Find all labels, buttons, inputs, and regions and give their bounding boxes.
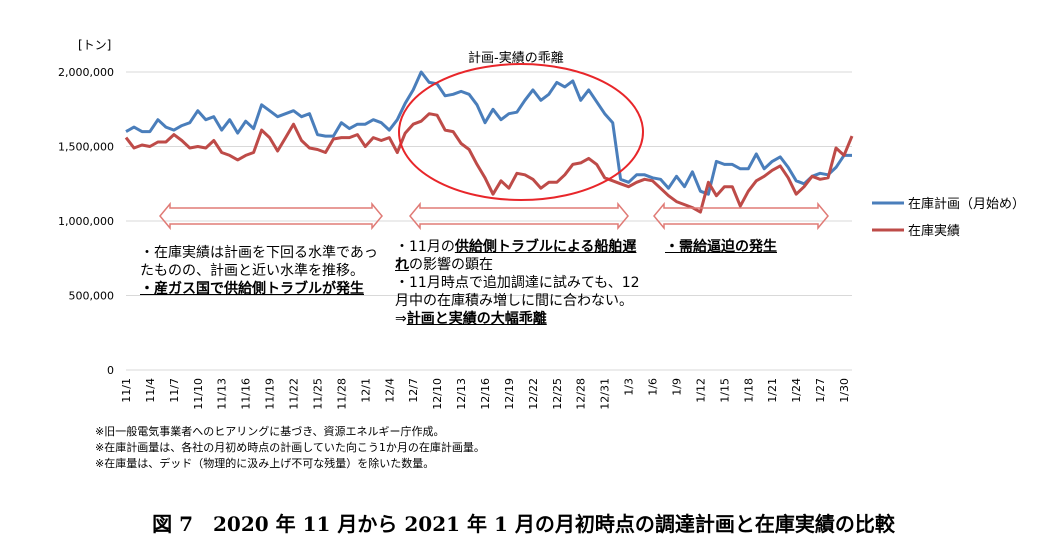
note-2-line-1-wrap: ・11月の供給側トラブルによる船舶遅 (395, 238, 665, 256)
footnote-1: ※旧一般電気事業者へのヒアリングに基づき、資源エネルギー庁作成。 (95, 425, 445, 438)
note-period-3: ・需給逼迫の発生 (665, 238, 845, 256)
note-2-line-5-wrap: ⇒計画と実績の大幅乖離 (395, 310, 665, 328)
x-tick-label: 11/19 (264, 378, 277, 410)
chart: 0 500,000 1,000,000 1,500,000 2,000,000 [トン]… (58, 38, 1025, 410)
note-2-line-2a: れ (395, 257, 409, 273)
x-tick-label: 11/13 (216, 378, 229, 410)
series-line-actual (124, 112, 854, 214)
note-3-wrap: ・需給逼迫の発生 (665, 238, 845, 256)
legend-label-actual: 在庫実績 (908, 223, 960, 239)
period-arrow-1 (159, 201, 383, 231)
note-3-line-1: ・需給逼迫の発生 (665, 239, 777, 255)
note-1-line-3-wrap: ・産ガス国で供給側トラブルが発生 (140, 280, 400, 298)
x-tick-label: 11/10 (192, 378, 205, 410)
x-tick-label: 12/31 (599, 378, 612, 410)
x-tick-label: 11/22 (288, 378, 301, 410)
period-arrow-3 (653, 201, 829, 231)
note-1-line-2: たものの、計画と近い水準を推移。 (140, 263, 364, 279)
y-tick-label: 1,500,000 (58, 141, 114, 154)
figure-caption: 図 7 2020 年 11 月から 2021 年 1 月の月初時点の調達計画と在… (152, 512, 895, 536)
footnote-3: ※在庫量は、デッド（物理的に汲み上げ不可な残量）を除いた数量。 (95, 457, 435, 470)
note-2-line-5b: 計画と実績の大幅乖離 (406, 311, 547, 327)
x-tick-label: 12/7 (407, 378, 420, 403)
x-tick-label: 12/10 (431, 378, 444, 410)
note-2-line-5a: ⇒ (395, 311, 407, 327)
series-lines (124, 70, 854, 214)
x-tick-label: 1/12 (694, 378, 707, 403)
x-tick-label: 1/30 (838, 378, 851, 403)
x-tick-label: 12/19 (503, 378, 516, 410)
x-tick-label: 11/4 (144, 378, 157, 403)
x-tick-label: 12/13 (455, 378, 468, 410)
y-tick-label: 0 (107, 364, 114, 377)
note-2-line-1a: ・11月の (395, 239, 455, 255)
grid-lines (126, 71, 852, 371)
x-tick-label: 1/6 (647, 378, 660, 396)
x-tick-label: 12/1 (359, 378, 372, 403)
x-tick-label: 1/21 (766, 378, 779, 403)
y-axis-tick-labels: 0 500,000 1,000,000 1,500,000 2,000,000 (58, 66, 114, 377)
x-axis-tick-labels: 11/1 11/4 11/7 11/10 11/13 11/16 11/19 11/22 11/… (120, 378, 851, 410)
note-period-1: ・在庫実績は計画を下回る水準であっ たものの、計画と近い水準を推移。 ・産ガス国… (140, 244, 400, 298)
x-tick-label: 11/25 (311, 378, 324, 410)
y-tick-label: 500,000 (69, 290, 115, 303)
note-2-line-1b: 供給側トラブルによる船舶遅 (454, 239, 637, 255)
y-unit-label: [トン] (78, 38, 111, 52)
divergence-ellipse (398, 63, 644, 201)
legend: 在庫計画（月始め） 在庫実績 (872, 196, 1025, 239)
legend-label-plan: 在庫計画（月始め） (908, 196, 1025, 212)
period-arrow-2 (409, 201, 629, 231)
x-tick-label: 12/4 (383, 378, 396, 403)
note-1-line-3: ・産ガス国で供給側トラブルが発生 (140, 281, 364, 297)
x-tick-label: 12/16 (479, 378, 492, 410)
x-tick-label: 11/16 (240, 378, 253, 410)
x-tick-label: 12/22 (527, 378, 540, 410)
x-tick-label: 11/1 (120, 378, 133, 403)
ellipse-label: 計画-実績の乖離 (468, 50, 564, 66)
note-2-line-4: 月中の在庫積み増しに間に合わない。 (395, 293, 633, 309)
y-tick-label: 1,000,000 (58, 215, 114, 228)
x-tick-label: 11/7 (168, 378, 181, 403)
series-line-plan (125, 70, 852, 196)
x-tick-label: 1/15 (718, 378, 731, 403)
note-period-2: ・11月の供給側トラブルによる船舶遅 れの影響の顕在 ・11月時点で追加調達に試… (395, 238, 665, 328)
y-tick-label: 2,000,000 (58, 66, 114, 79)
note-2-line-3: ・11月時点で追加調達に試みても、12 (395, 275, 640, 291)
x-tick-label: 1/9 (670, 378, 683, 396)
x-tick-label: 1/24 (790, 378, 803, 403)
note-2-line-2b: の影響の顕在 (409, 257, 493, 273)
x-tick-label: 1/27 (814, 378, 827, 403)
x-tick-label: 11/28 (335, 378, 348, 410)
note-1-line-1: ・在庫実績は計画を下回る水準であっ (140, 245, 378, 261)
footnote-2: ※在庫計画量は、各社の月初め時点の計画していた向こう1か月の在庫計画量。 (95, 441, 485, 454)
x-tick-label: 1/18 (742, 378, 755, 403)
note-2-line-2-wrap: れの影響の顕在 (395, 256, 665, 274)
x-tick-label: 12/25 (551, 378, 564, 410)
x-tick-label: 1/3 (623, 378, 636, 396)
x-tick-label: 12/28 (575, 378, 588, 410)
